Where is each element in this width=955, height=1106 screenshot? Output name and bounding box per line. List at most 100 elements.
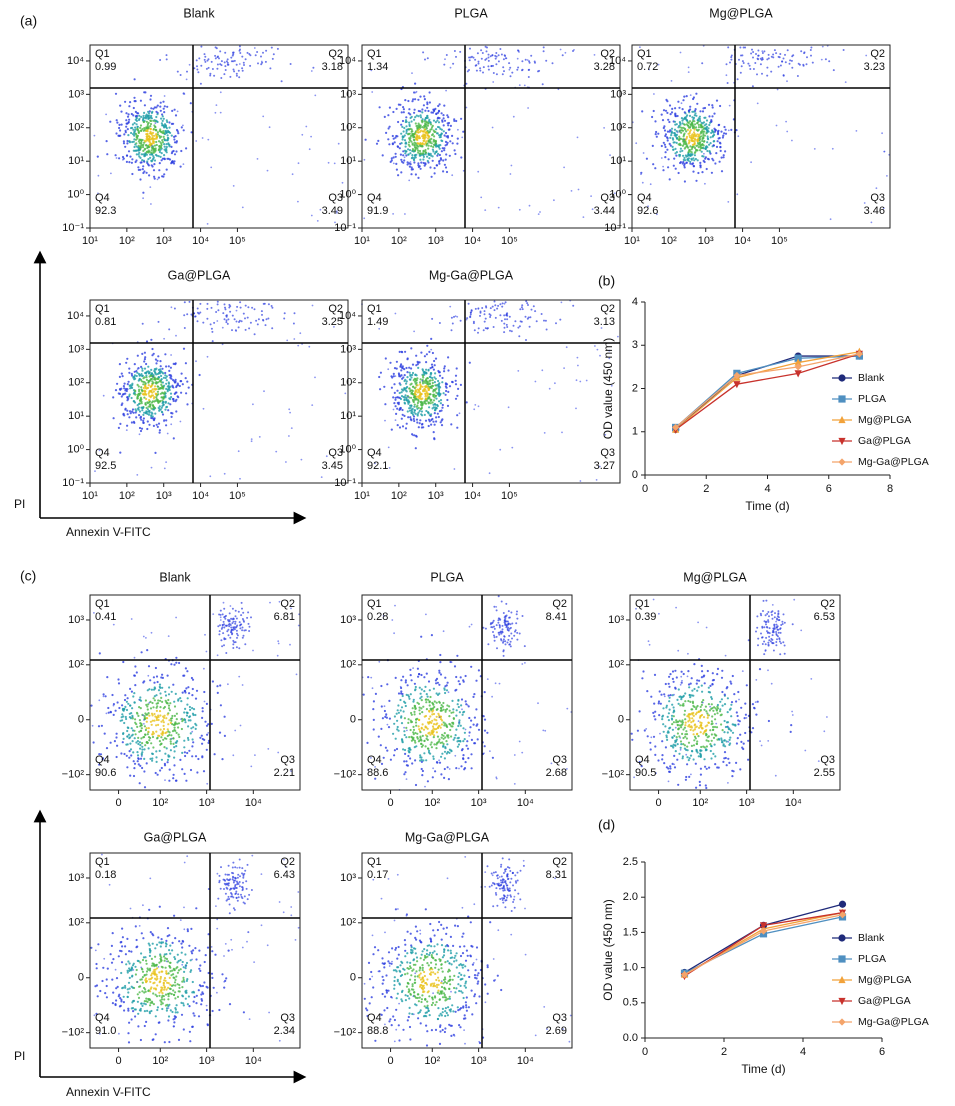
event-dot	[714, 162, 717, 165]
event-dot	[175, 150, 178, 153]
event-dot	[508, 315, 511, 318]
event-dot	[507, 623, 509, 626]
event-dot	[417, 389, 420, 392]
event-dot	[142, 165, 145, 168]
event-dot	[516, 631, 519, 634]
event-dot	[241, 626, 244, 629]
event-dot	[152, 150, 155, 153]
event-dot	[419, 378, 422, 381]
quadrant-name: Q2	[328, 48, 343, 60]
event-dot	[426, 382, 429, 386]
event-dot	[527, 304, 529, 306]
y-tick-label: 3	[632, 339, 638, 351]
event-dot	[691, 126, 695, 130]
event-dot	[432, 143, 435, 146]
event-dot	[167, 754, 170, 757]
event-dot	[679, 137, 683, 140]
event-dot	[453, 468, 456, 470]
event-dot	[187, 386, 190, 389]
event-dot	[209, 72, 212, 75]
event-dot	[402, 748, 405, 751]
event-dot	[167, 365, 170, 368]
event-dot	[469, 311, 472, 314]
event-dot	[751, 85, 754, 88]
event-dot	[225, 624, 228, 627]
event-dot	[715, 152, 718, 155]
event-dot	[699, 161, 702, 164]
event-dot	[399, 153, 402, 156]
event-dot	[123, 752, 126, 756]
event-dot	[442, 745, 445, 748]
event-dot	[222, 312, 225, 315]
event-dot	[497, 206, 500, 209]
event-dot	[122, 158, 124, 161]
event-dot	[165, 379, 168, 382]
event-dot	[792, 54, 795, 57]
event-dot	[410, 389, 414, 392]
event-dot	[417, 151, 420, 154]
event-dot	[723, 132, 726, 135]
event-dot	[789, 59, 792, 62]
event-dot	[504, 617, 507, 620]
event-dot	[134, 126, 137, 129]
event-dot	[639, 46, 641, 49]
event-dot	[418, 422, 421, 425]
event-dot	[150, 385, 153, 388]
event-dot	[156, 425, 159, 428]
event-dot	[705, 119, 709, 122]
event-dot	[443, 370, 446, 373]
event-dot	[173, 663, 176, 666]
event-dot	[370, 69, 373, 72]
plot-title: PLGA	[454, 6, 488, 20]
event-dot	[172, 742, 175, 746]
event-dot	[192, 713, 195, 717]
event-dot	[156, 390, 159, 393]
event-dot	[408, 149, 412, 152]
event-dot	[420, 699, 423, 702]
event-dot	[337, 142, 340, 145]
event-dot	[188, 705, 191, 709]
event-dot	[420, 410, 423, 413]
event-dot	[446, 734, 449, 737]
event-dot	[180, 126, 183, 129]
event-dot	[420, 767, 423, 771]
event-dot	[406, 764, 409, 767]
event-dot	[402, 130, 405, 133]
event-dot	[437, 712, 440, 715]
event-dot	[393, 754, 396, 757]
event-dot	[439, 709, 442, 712]
event-dot	[412, 98, 415, 101]
event-dot	[563, 166, 565, 169]
event-dot	[112, 713, 115, 717]
quadrant-name: Q4	[95, 754, 110, 766]
event-dot	[383, 115, 386, 118]
event-dot	[697, 146, 700, 149]
event-dot	[221, 758, 224, 761]
event-dot	[432, 755, 435, 758]
event-dot	[447, 736, 450, 739]
event-dot	[136, 128, 139, 131]
event-dot	[126, 743, 129, 746]
event-dot	[420, 635, 423, 638]
event-dot	[426, 159, 429, 163]
event-dot	[124, 408, 127, 411]
event-dot	[398, 350, 401, 353]
event-dot	[443, 776, 446, 780]
y-tick-label: 10¹	[340, 410, 356, 422]
event-dot	[421, 397, 424, 400]
event-dot	[697, 135, 700, 138]
event-dot	[235, 330, 238, 332]
event-dot	[148, 143, 151, 146]
event-dot	[141, 369, 144, 372]
event-dot	[151, 412, 154, 415]
event-dot	[146, 689, 149, 692]
event-dot	[153, 106, 156, 109]
event-dot	[697, 123, 701, 126]
event-dot	[150, 395, 153, 398]
event-dot	[136, 112, 139, 115]
event-dot	[695, 144, 698, 147]
event-dot	[139, 764, 142, 768]
event-dot	[244, 58, 247, 61]
quadrant-name: Q1	[95, 598, 110, 610]
event-dot	[416, 360, 419, 363]
